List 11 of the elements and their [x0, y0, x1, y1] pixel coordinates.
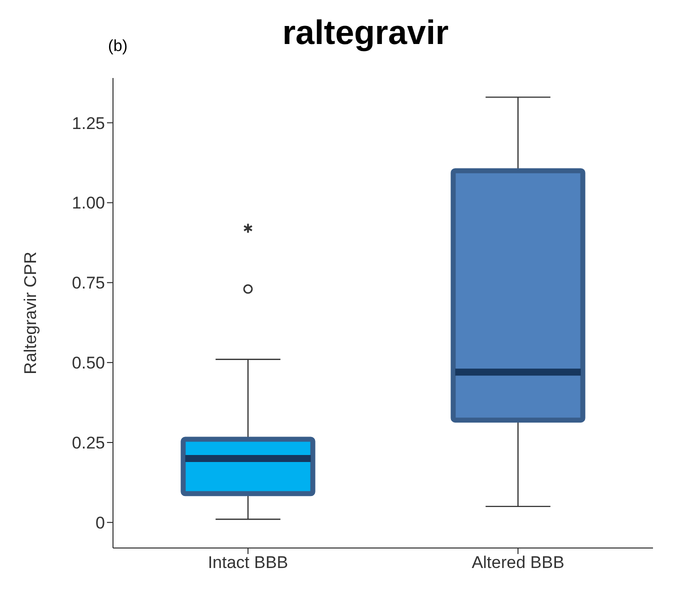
y-tick-label: 0: [96, 513, 105, 532]
y-tick-label: 0.50: [72, 354, 105, 373]
y-axis-title: Raltegravir CPR: [21, 252, 40, 374]
chart-title: raltegravir: [282, 14, 449, 52]
y-tick-label: 1.25: [72, 114, 105, 133]
y-tick-label: 0.75: [72, 274, 105, 293]
y-tick-label: 0.25: [72, 434, 105, 453]
y-tick-label: 1.00: [72, 194, 105, 213]
x-tick-label: Intact BBB: [208, 553, 288, 572]
text: (b): [108, 38, 128, 56]
x-tick-label: Altered BBB: [472, 553, 564, 572]
